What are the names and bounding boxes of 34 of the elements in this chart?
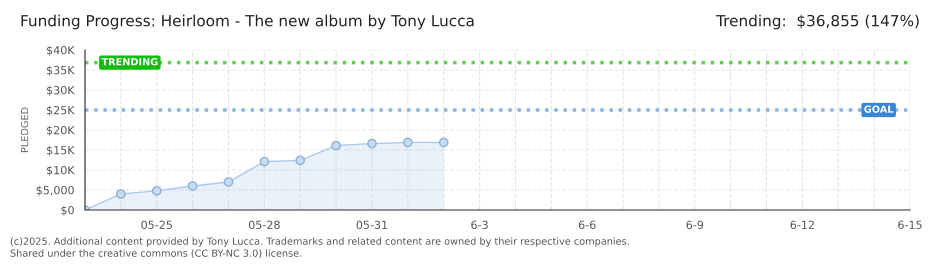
point (152, 186, 162, 196)
y-tick-label: $25K (47, 106, 75, 116)
x-tick-label: 6-6 (578, 220, 596, 230)
y-axis-title: PLEDGED (20, 108, 28, 152)
x-tick-label: 6-15 (898, 220, 922, 230)
text: (c)2025. Additional content provided by Tony Lucca. Trademarks and related content are owned by their respective companies. (10, 237, 629, 247)
ref-line-label: GOAL (864, 105, 894, 113)
point (295, 156, 306, 166)
chart-subtitle: Trending: $36,855 (147%) (716, 14, 919, 30)
chart-title: Funding Progress: Heirloom - The new album by Tony Lucca (22, 14, 474, 30)
point (367, 138, 377, 148)
y-tick-label: $0 (61, 206, 74, 216)
x-tick-label: 05-31 (356, 220, 388, 230)
point (331, 140, 341, 150)
y-tick-label: $35K (47, 66, 75, 76)
x-tick-label: 6-12 (790, 220, 814, 230)
text: Shared under the creative commons (CC BY-NC 3.0) license. (10, 249, 302, 258)
y-tick-label: $20K (47, 126, 75, 136)
point (402, 138, 413, 148)
point (259, 156, 270, 166)
point (188, 181, 198, 191)
point (116, 189, 126, 199)
x-tick-label: 05-25 (141, 220, 172, 230)
x-tick-label: 6-3 (471, 220, 488, 230)
point (224, 177, 234, 187)
y-tick-label: $30K (47, 86, 75, 96)
y-tick-label: $10K (47, 166, 75, 176)
point (438, 138, 449, 148)
x-tick-label: 6-9 (686, 220, 704, 230)
y-tick-label: $15K (47, 146, 75, 156)
y-tick-label: $40K (47, 46, 75, 56)
y-tick-label: $5,000 (36, 186, 74, 196)
ref-line-label: TRENDING (102, 58, 158, 66)
x-tick-label: 05-28 (248, 220, 280, 230)
